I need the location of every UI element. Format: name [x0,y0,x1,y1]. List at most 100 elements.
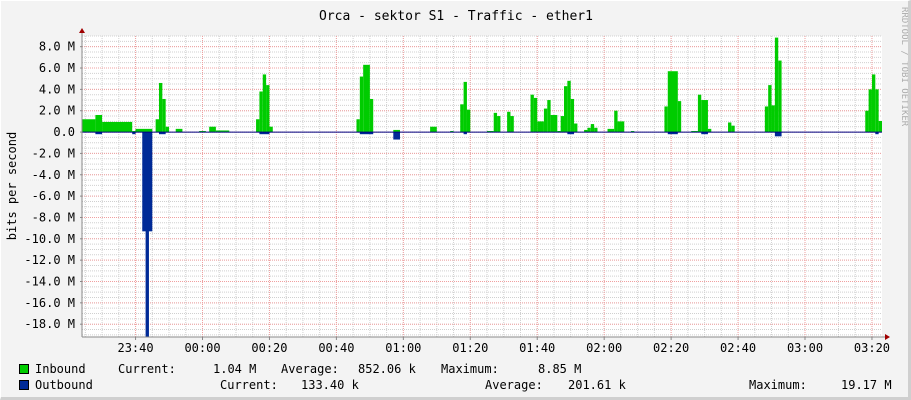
outbound-area-segment [132,132,136,135]
inbound-area-segment [209,126,216,133]
x-tick-label: 01:20 [452,341,488,355]
inbound-area-segment [547,100,551,133]
outbound-current-label: Current: [220,378,278,392]
outbound-average: 201.61 k [568,378,626,392]
inbound-area-segment [507,111,511,133]
inbound-area-segment [493,112,498,133]
inbound-area-segment [614,110,618,133]
inbound-area-segment [450,130,454,133]
x-tick-label: 23:40 [117,341,153,355]
inbound-area-segment [868,89,872,133]
chart-title: Orca - sektor S1 - Traffic - ether1 [319,9,593,24]
inbound-area-segment [875,89,879,133]
inbound-area-segment [771,105,775,133]
inbound-area-segment [155,119,159,133]
inbound-area-segment [871,74,876,133]
inbound-area-segment [393,129,400,133]
y-tick-label: 2.0 M [39,104,75,118]
inbound-area-segment [430,126,437,133]
y-tick-label: 4.0 M [39,82,75,96]
inbound-area-segment [487,130,494,133]
inbound-area-segment [356,119,360,133]
inbound-area-segment [865,110,869,133]
outbound-average-label: Average: [485,378,543,392]
x-tick-label: 03:20 [854,341,890,355]
inbound-area-segment [463,81,467,133]
outbound-label: Outbound [35,378,93,392]
y-axis-arrow-icon [79,28,85,33]
inbound-area-segment [363,64,370,133]
inbound-area-segment [764,106,769,133]
inbound-area-segment [162,98,166,133]
inbound-area-segment [550,114,558,133]
inbound-area-segment [175,128,183,133]
outbound-area-segment [701,132,708,135]
outbound-area-segment [259,132,270,135]
inbound-average: 852.06 k [358,362,416,376]
inbound-area-segment [82,119,96,133]
inbound-area-segment [269,126,273,133]
inbound-area-segment [460,104,464,133]
y-tick-label: -6.0 M [32,189,75,203]
y-tick-label: 0.0 [53,125,75,139]
inbound-area-segment [567,80,571,133]
plot-area [79,28,890,340]
inbound-area-segment [774,37,779,133]
inbound-area-segment [630,130,635,133]
outbound-area-segment [95,132,103,135]
x-tick-label: 03:00 [787,341,823,355]
inbound-area-segment [557,130,561,133]
inbound-area-segment [878,120,882,133]
inbound-area-segment [102,121,133,133]
outbound-area-segment [359,132,374,135]
outbound-maximum-label: Maximum: [749,378,807,392]
inbound-swatch [19,364,29,374]
inbound-area-segment [266,85,270,133]
inbound-area-segment [707,128,712,133]
inbound-area-segment [510,116,514,133]
y-tick-label: -10.0 M [24,232,75,246]
inbound-average-label: Average: [281,362,339,376]
outbound-area-segment [774,132,782,137]
y-tick-label: -16.0 M [24,296,75,310]
inbound-area-segment [617,121,625,133]
watermark: RRDTOOL / TOBI OETIKER [899,7,909,127]
inbound-area-segment [731,125,735,133]
outbound-area-segment [393,132,400,140]
inbound-area-segment [369,98,374,133]
outbound-area-segment [158,132,166,135]
inbound-label: Inbound [35,362,86,376]
inbound-area-segment [215,130,230,133]
y-axis-label: bits per second [5,132,19,240]
x-tick-label: 02:20 [653,341,689,355]
inbound-area-segment [778,60,782,133]
x-tick-label: 02:00 [586,341,622,355]
inbound-area-segment [95,114,103,133]
inbound-area-segment [570,98,575,133]
y-tick-label: -4.0 M [32,168,75,182]
outbound-area-segment [463,132,467,135]
inbound-area-segment [701,100,708,133]
y-tick-label: 6.0 M [39,61,75,75]
inbound-area-segment [594,127,598,133]
x-axis-arrow-icon [885,334,890,340]
inbound-area-segment [132,130,136,133]
inbound-area-segment [165,126,170,133]
y-tick-label: -18.0 M [24,317,75,331]
inbound-area-segment [677,101,682,133]
inbound-area-segment [259,91,263,133]
y-tick-label: -2.0 M [32,146,75,160]
inbound-area-segment [537,121,544,133]
inbound-area-segment [359,76,364,133]
x-tick-label: 00:40 [318,341,354,355]
y-tick-label: -12.0 M [24,253,75,267]
inbound-area-segment [533,97,538,133]
inbound-area-segment [607,128,615,133]
inbound-area-segment [697,94,702,133]
inbound-area-segment [256,119,260,133]
inbound-area-segment [466,109,471,133]
inbound-area-segment [543,108,548,133]
inbound-current: 1.04 M [213,362,257,376]
outbound-area-segment [667,132,678,135]
inbound-area-segment [199,130,206,133]
